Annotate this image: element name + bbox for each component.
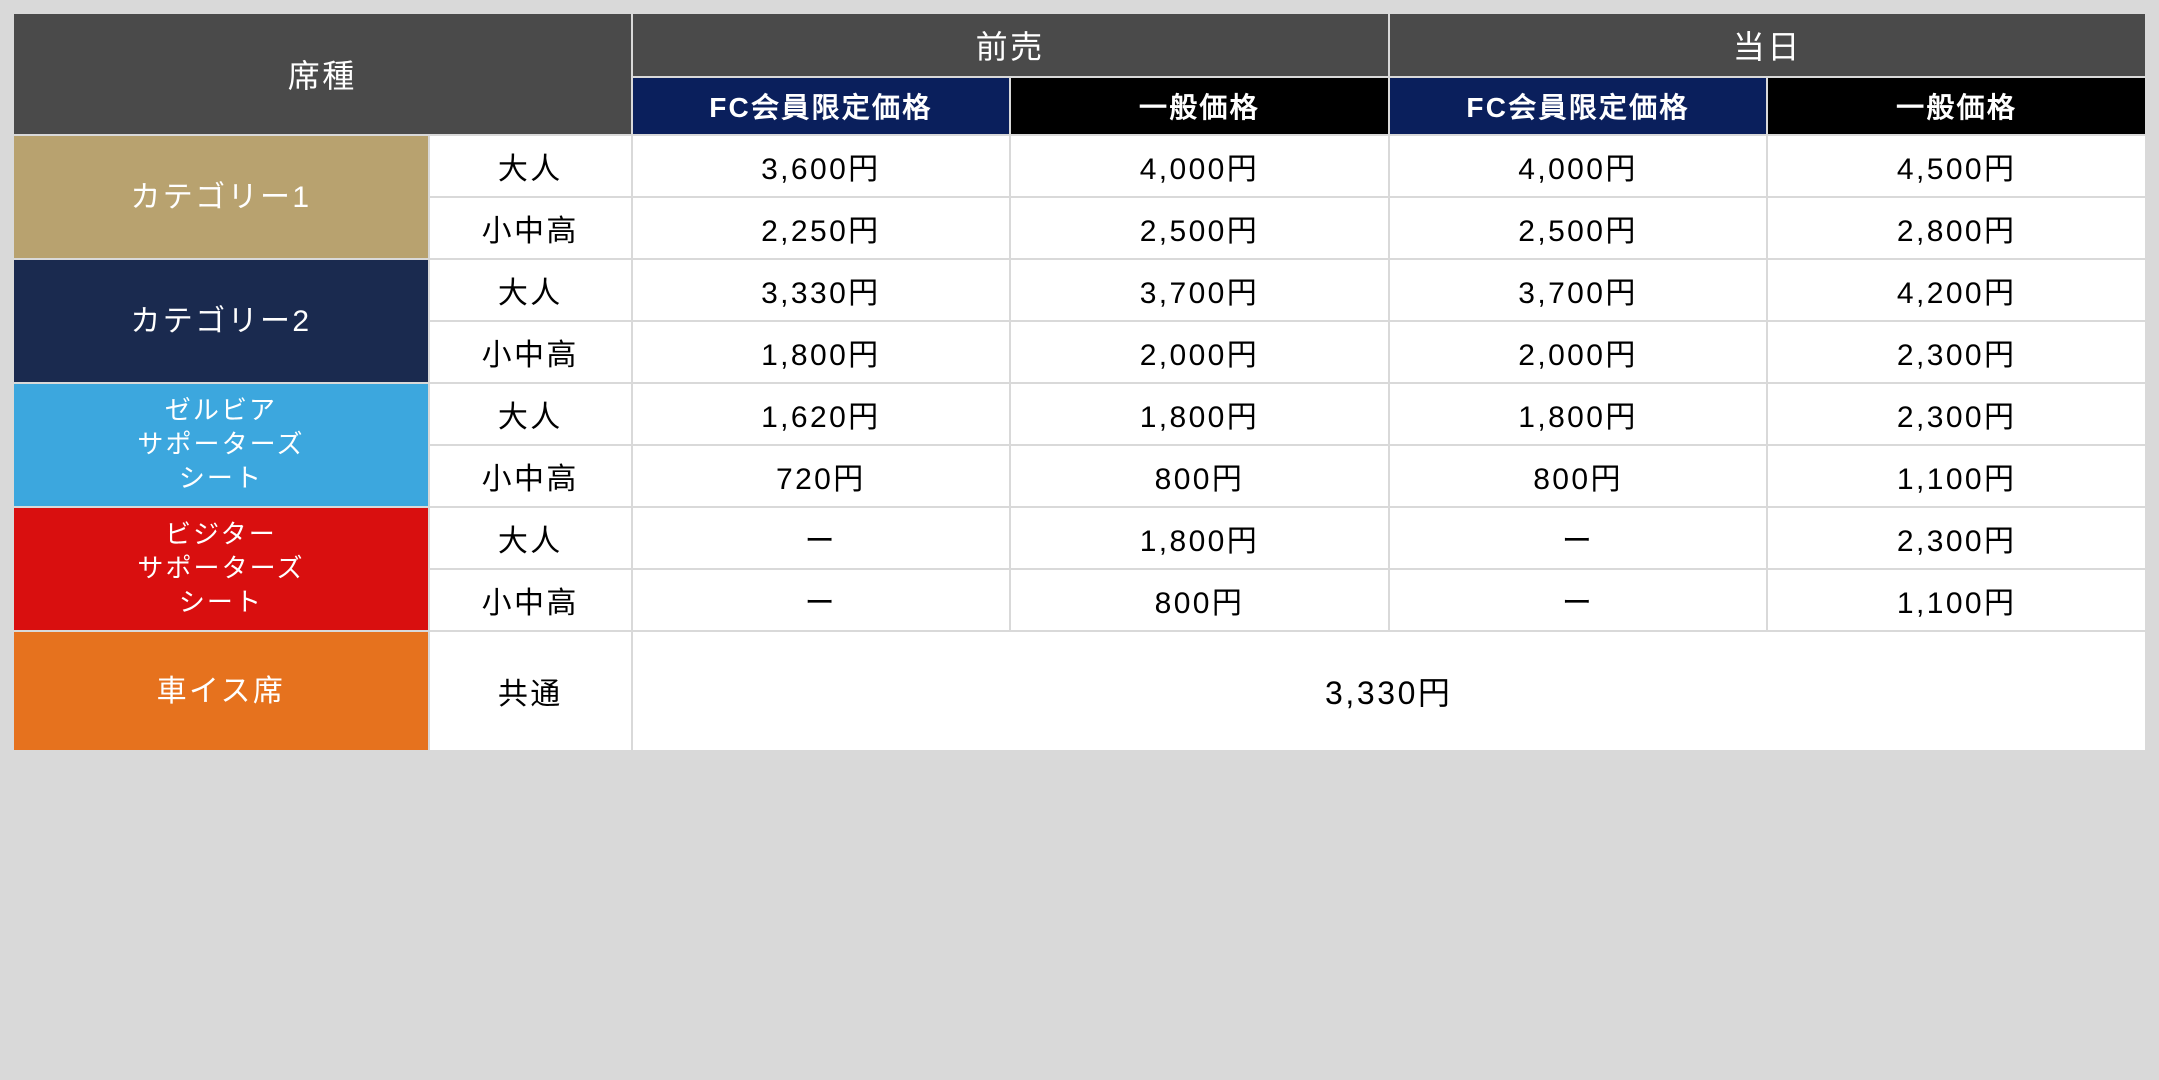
price-cell: 2,500円 <box>1389 197 1768 259</box>
age-label: 大人 <box>429 507 632 569</box>
price-cell: 2,300円 <box>1767 507 2146 569</box>
price-cell: 2,800円 <box>1767 197 2146 259</box>
price-cell: 1,800円 <box>1010 383 1389 445</box>
price-cell: 2,500円 <box>1010 197 1389 259</box>
price-cell: ー <box>632 507 1011 569</box>
ticket-price-table: 席種 前売 当日 FC会員限定価格 一般価格 FC会員限定価格 一般価格 カテゴ… <box>12 12 2147 752</box>
price-cell: 4,200円 <box>1767 259 2146 321</box>
price-cell: ー <box>1389 569 1768 631</box>
price-cell: 1,800円 <box>1389 383 1768 445</box>
price-cell: 3,700円 <box>1010 259 1389 321</box>
age-label: 小中高 <box>429 197 632 259</box>
price-cell: 1,100円 <box>1767 569 2146 631</box>
header-advance-general: 一般価格 <box>1010 77 1389 135</box>
category-label: ゼルビアサポーターズシート <box>13 383 429 507</box>
price-cell: 800円 <box>1389 445 1768 507</box>
header-seat-type: 席種 <box>13 13 632 135</box>
category-label-wheelchair: 車イス席 <box>13 631 429 751</box>
age-label: 大人 <box>429 383 632 445</box>
price-cell: 2,000円 <box>1010 321 1389 383</box>
age-label: 大人 <box>429 259 632 321</box>
price-cell: 3,600円 <box>632 135 1011 197</box>
price-cell: 4,000円 <box>1010 135 1389 197</box>
category-label: カテゴリー2 <box>13 259 429 383</box>
category-label: ビジターサポーターズシート <box>13 507 429 631</box>
price-cell: 1,800円 <box>1010 507 1389 569</box>
price-cell: 800円 <box>1010 445 1389 507</box>
price-cell: 4,500円 <box>1767 135 2146 197</box>
price-cell: 2,250円 <box>632 197 1011 259</box>
price-cell: ー <box>632 569 1011 631</box>
price-cell: ー <box>1389 507 1768 569</box>
age-label: 小中高 <box>429 321 632 383</box>
price-cell: 1,620円 <box>632 383 1011 445</box>
price-cell: 3,330円 <box>632 259 1011 321</box>
age-label: 共通 <box>429 631 632 751</box>
header-advance: 前売 <box>632 13 1389 77</box>
price-cell: 800円 <box>1010 569 1389 631</box>
category-label: カテゴリー1 <box>13 135 429 259</box>
price-cell: 3,700円 <box>1389 259 1768 321</box>
price-cell: 2,300円 <box>1767 321 2146 383</box>
price-cell: 2,300円 <box>1767 383 2146 445</box>
price-cell: 4,000円 <box>1389 135 1768 197</box>
price-cell: 2,000円 <box>1389 321 1768 383</box>
header-same-day: 当日 <box>1389 13 2146 77</box>
age-label: 小中高 <box>429 445 632 507</box>
price-cell: 1,100円 <box>1767 445 2146 507</box>
price-cell: 720円 <box>632 445 1011 507</box>
header-sameday-general: 一般価格 <box>1767 77 2146 135</box>
age-label: 大人 <box>429 135 632 197</box>
price-cell: 1,800円 <box>632 321 1011 383</box>
price-cell-wheelchair: 3,330円 <box>632 631 2146 751</box>
header-sameday-fc: FC会員限定価格 <box>1389 77 1768 135</box>
header-advance-fc: FC会員限定価格 <box>632 77 1011 135</box>
age-label: 小中高 <box>429 569 632 631</box>
